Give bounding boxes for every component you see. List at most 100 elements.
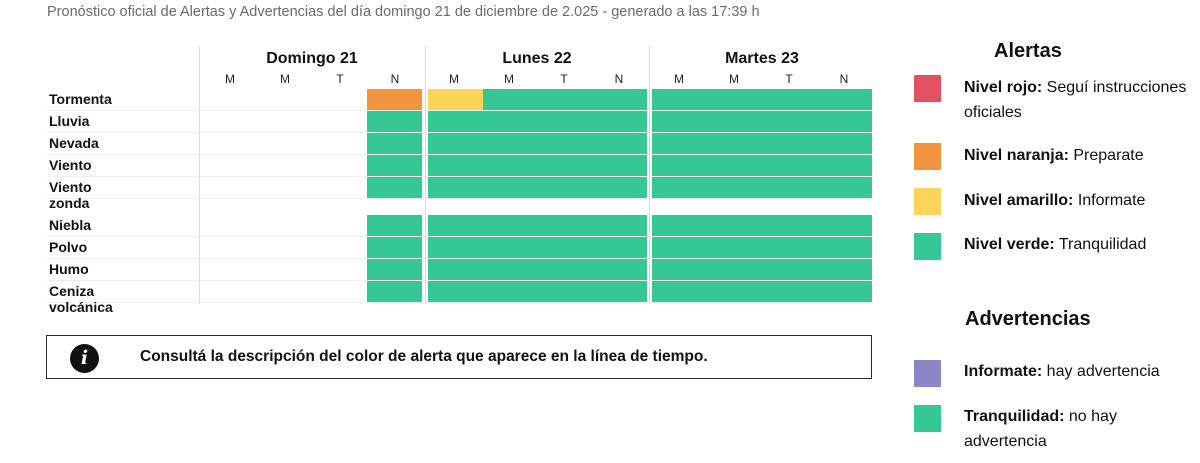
slot-label: N [839, 72, 849, 86]
alert-legend-label: Nivel naranja: Preparate [964, 147, 1144, 164]
row-label: Lluvia [49, 113, 90, 129]
alert-cell-verde [483, 237, 538, 258]
alert-cell-verde [762, 177, 817, 198]
alert-cell-verde [817, 89, 872, 110]
row-divider [47, 110, 873, 111]
alert-cell-verde [367, 111, 422, 132]
alert-cell-verde [483, 259, 538, 280]
day-separator [425, 46, 426, 304]
warnings-legend-title: Advertencias [965, 308, 1091, 330]
row-label: Viento zonda [49, 179, 92, 211]
alert-cell-verde [707, 133, 762, 154]
row-label: Nevada [49, 135, 99, 151]
alert-cell-verde [652, 281, 707, 302]
alert-cell-verde [762, 237, 817, 258]
row-divider [47, 302, 873, 303]
alert-cell-verde [762, 259, 817, 280]
alert-cell-verde [652, 177, 707, 198]
alert-cell-verde [367, 237, 422, 258]
alert-cell-verde [428, 111, 483, 132]
slot-label: T [560, 72, 568, 86]
alert-cell-verde [593, 89, 647, 110]
day-title: Martes 23 [725, 50, 799, 67]
alert-cell-verde [538, 133, 593, 154]
alert-cell-verde [707, 281, 762, 302]
alert-cell-verde [428, 237, 483, 258]
row-label: Ceniza volcánica [49, 283, 113, 315]
alert-cell-verde [817, 237, 872, 258]
alert-cell-verde [817, 111, 872, 132]
alert-cell-verde [762, 133, 817, 154]
alert-cell-verde [367, 133, 422, 154]
alert-cell-verde [593, 177, 647, 198]
slot-label: M [280, 72, 290, 86]
alert-cell-verde [428, 215, 483, 236]
row-label: Tormenta [49, 91, 112, 107]
alert-cell-verde [538, 281, 593, 302]
alert-cell-verde [593, 215, 647, 236]
warning-legend-swatch [914, 405, 941, 432]
slot-label: T [336, 72, 344, 86]
alert-cell-verde [593, 259, 647, 280]
alert-cell-verde [707, 155, 762, 176]
slot-label: M [504, 72, 514, 86]
alert-cell-verde [538, 259, 593, 280]
slot-label: M [729, 72, 739, 86]
row-divider [47, 236, 873, 237]
alert-cell-verde [593, 237, 647, 258]
alert-cell-verde [652, 155, 707, 176]
row-divider [47, 132, 873, 133]
alert-cell-verde [707, 237, 762, 258]
day-title: Domingo 21 [266, 50, 358, 67]
slot-label: N [614, 72, 624, 86]
info-icon: i [70, 344, 99, 373]
row-divider [47, 280, 873, 281]
alert-cell-verde [762, 111, 817, 132]
row-label: Niebla [49, 217, 92, 233]
alert-cell-verde [428, 155, 483, 176]
alert-cell-verde [367, 215, 422, 236]
alert-cell-verde [652, 89, 707, 110]
alert-cell-verde [483, 281, 538, 302]
warning-legend-label: Informate: hay advertencia [964, 363, 1160, 380]
alert-legend-swatch [914, 75, 941, 102]
row-divider [47, 198, 873, 199]
slot-label: M [225, 72, 235, 86]
row-divider [47, 258, 873, 259]
alert-cell-verde [367, 259, 422, 280]
alert-cell-verde [707, 111, 762, 132]
alert-cell-verde [428, 133, 483, 154]
day-title: Lunes 22 [502, 50, 572, 67]
alert-cell-verde [483, 133, 538, 154]
row-label: Viento [49, 157, 92, 173]
alert-cell-verde [593, 111, 647, 132]
alert-cell-verde [538, 89, 593, 110]
alert-cell-verde [483, 177, 538, 198]
info-box: i Consultá la descripción del color de a… [46, 335, 872, 379]
alert-cell-verde [538, 155, 593, 176]
alert-cell-verde [428, 259, 483, 280]
warning-legend-swatch [914, 360, 941, 387]
alert-cell-verde [817, 155, 872, 176]
alert-cell-verde [483, 111, 538, 132]
day-separator [199, 46, 200, 304]
alert-cell-verde [593, 155, 647, 176]
alert-cell-verde [817, 259, 872, 280]
forecast-header: Pronóstico oficial de Alertas y Adverten… [47, 4, 760, 20]
warning-legend-label: Tranquilidad: no hay advertencia [964, 408, 1117, 450]
alert-cell-verde [707, 89, 762, 110]
alert-cell-verde [652, 259, 707, 280]
slot-label: M [449, 72, 459, 86]
alert-cell-verde [428, 281, 483, 302]
alert-cell-verde [593, 133, 647, 154]
alert-cell-verde [652, 237, 707, 258]
alert-legend-label: Nivel rojo: Seguí instrucciones oficiale… [964, 79, 1187, 121]
alert-cell-verde [428, 177, 483, 198]
row-divider [47, 154, 873, 155]
alert-cell-verde [483, 155, 538, 176]
alert-cell-verde [367, 281, 422, 302]
alert-cell-verde [538, 111, 593, 132]
row-divider [47, 176, 873, 177]
alert-cell-verde [817, 133, 872, 154]
alert-cell-verde [762, 155, 817, 176]
